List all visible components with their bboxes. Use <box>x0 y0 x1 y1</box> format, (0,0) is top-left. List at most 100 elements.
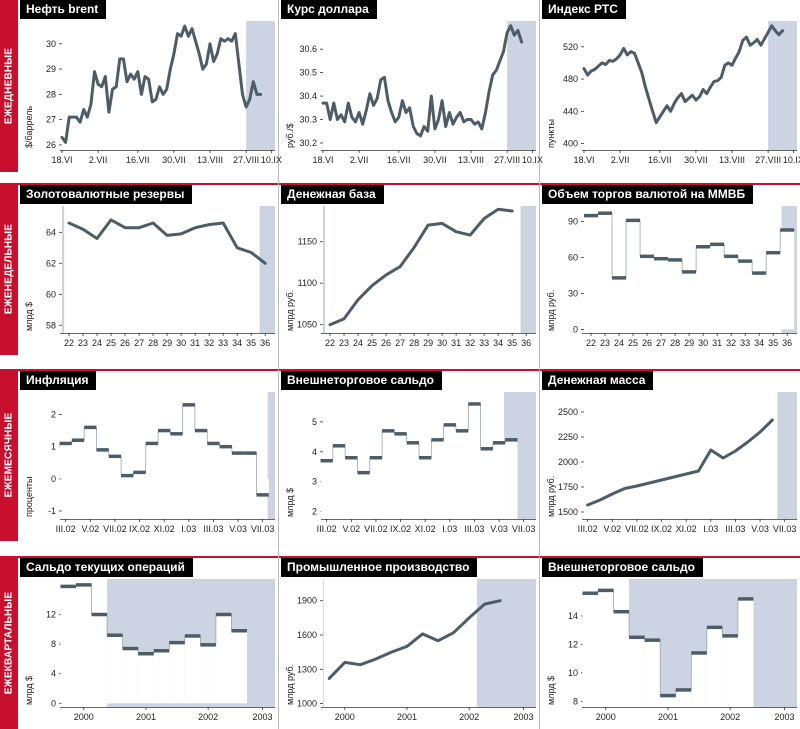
bar <box>194 430 208 479</box>
x-tick-label: 2001 <box>658 712 678 722</box>
y-tick-label: 29 <box>46 64 56 74</box>
y-axis-label: млрд руб. <box>285 664 295 705</box>
y-tick-label: 2 <box>312 507 317 517</box>
x-tick-label: 30.VII <box>162 155 186 165</box>
x-tick-label: 29 <box>423 338 433 348</box>
x-tick-label: 22 <box>586 338 596 348</box>
y-tick-label: 30.5 <box>299 68 317 78</box>
x-tick-label: 24 <box>614 338 624 348</box>
x-tick-label: 31 <box>712 338 722 348</box>
bar <box>91 614 108 704</box>
x-tick-label: 30 <box>698 338 708 348</box>
x-tick-label: 2003 <box>514 712 534 722</box>
y-tick-label: 1300 <box>297 664 317 674</box>
bar <box>406 442 420 519</box>
x-tick-label: 2.VII <box>611 155 630 165</box>
y-tick-label: 64 <box>46 227 56 237</box>
bar <box>737 598 754 707</box>
x-tick-label: 28 <box>409 338 419 348</box>
y-tick-label: 0 <box>51 698 56 708</box>
row-daily: ЕЖЕДНЕВНЫЕ <box>0 0 800 172</box>
chart-current-account: 0 4 8 12 млрд $ 2000 2001 2002 2003 Сальдо текущ… <box>20 558 276 729</box>
bar <box>84 427 97 479</box>
x-tick-label: 32 <box>204 338 214 348</box>
x-tick-label: 24 <box>353 338 363 348</box>
x-tick-label: 27 <box>656 338 666 348</box>
bar <box>455 430 469 519</box>
x-tick-label: 2000 <box>596 712 616 722</box>
x-tick-label: 13.VIII <box>458 155 484 165</box>
bar <box>597 590 614 707</box>
bar <box>382 430 395 519</box>
row-label-quarterly: ЕЖЕКВАРТАЛЬНЫЕ <box>0 556 18 729</box>
x-tick-label: 2.VII <box>89 155 108 165</box>
bar <box>443 424 456 519</box>
x-tick-label: 36 <box>782 338 792 348</box>
y-tick-label: 62 <box>46 258 56 268</box>
bar <box>640 256 655 330</box>
bar <box>153 650 170 704</box>
chart-micex: 0 30 60 90 млрд руб. 22 23 24 25 26 27 28 29 30 31 32 33… <box>542 185 798 355</box>
x-tick-label: 13.VIII <box>197 155 223 165</box>
x-tick-label: 23 <box>78 338 88 348</box>
y-tick-label: 400 <box>563 139 578 149</box>
chart-trade-monthly: 2 3 4 5 млрд $ III.02 V.02 VII.02 IX.02 XI.02 I.03… <box>281 371 537 541</box>
bar <box>431 439 444 519</box>
y-axis-label: $/баррель <box>24 106 34 148</box>
x-tick-label: I.03 <box>442 524 457 534</box>
row-divider <box>0 369 800 371</box>
bar <box>207 443 220 479</box>
x-tick-label: 26 <box>642 338 652 348</box>
y-tick-label: 12 <box>568 639 578 649</box>
x-tick-label: 26 <box>120 338 130 348</box>
x-tick-label: III.02 <box>56 524 76 534</box>
x-tick-label: 24 <box>92 338 102 348</box>
y-tick-label: 26 <box>46 140 56 150</box>
row-label-text: ЕЖЕКВАРТАЛЬНЫЕ <box>3 591 15 694</box>
chart-oil: 26 27 28 29 30 $/баррель 18.VI 2.VII 16.VII 30.VI… <box>20 0 282 172</box>
y-tick-label: 10 <box>568 668 578 678</box>
bar <box>357 472 370 519</box>
x-tick-label: V.02 <box>603 524 621 534</box>
bar <box>215 614 232 704</box>
x-tick-label: 30.VII <box>684 155 708 165</box>
bar <box>480 448 493 519</box>
chart-money-supply: 1500 1750 2000 2250 2500 млрд руб. III.02 V.02 V… <box>542 371 798 541</box>
bar <box>644 640 661 707</box>
y-tick-label: 4 <box>312 447 317 457</box>
y-tick-label: 2500 <box>558 407 578 417</box>
series-line <box>60 24 263 144</box>
bar <box>468 403 481 519</box>
x-tick-label: VII.03 <box>251 524 275 534</box>
y-tick-label: 8 <box>573 696 578 706</box>
y-tick-label: 30.3 <box>299 115 317 125</box>
chart-title: Сальдо текущих операций <box>20 558 193 577</box>
chart-money-supply-svg: 1500 1750 2000 2250 2500 млрд руб. III.02 V.02 V… <box>546 392 797 534</box>
y-tick-label: 5 <box>312 417 317 427</box>
column-separator <box>278 0 279 729</box>
y-axis-label: млрд $ <box>285 488 295 517</box>
chart-title: Объем торгов валютой на ММВБ <box>542 185 754 204</box>
x-tick-label: 34 <box>232 338 242 348</box>
x-tick-label: 2000 <box>335 712 355 722</box>
bar <box>654 258 669 330</box>
bar <box>706 627 723 707</box>
bar <box>256 478 269 495</box>
x-tick-label: 35 <box>246 338 256 348</box>
x-tick-label: 32 <box>726 338 736 348</box>
series-line <box>67 218 267 265</box>
y-tick-label: 58 <box>46 320 56 330</box>
chart-inflation: -1 0 1 2 проценты III.02 V.02 VII.02 IX.02 XI.02 I… <box>20 371 276 541</box>
chart-title: Инфляция <box>20 371 97 390</box>
series-line <box>327 599 502 680</box>
bar <box>60 586 76 704</box>
x-tick-label: 33 <box>479 338 489 348</box>
x-tick-label: I.03 <box>181 524 196 534</box>
y-tick-label: 1150 <box>298 237 317 247</box>
x-tick-label: 27.VIII <box>494 155 520 165</box>
plot-white-area <box>60 21 247 150</box>
bar <box>724 256 739 330</box>
y-axis-label: руб./$ <box>285 123 295 148</box>
y-tick-label: 1100 <box>298 278 317 288</box>
row-label-daily: ЕЖЕДНЕВНЫЕ <box>0 0 18 172</box>
